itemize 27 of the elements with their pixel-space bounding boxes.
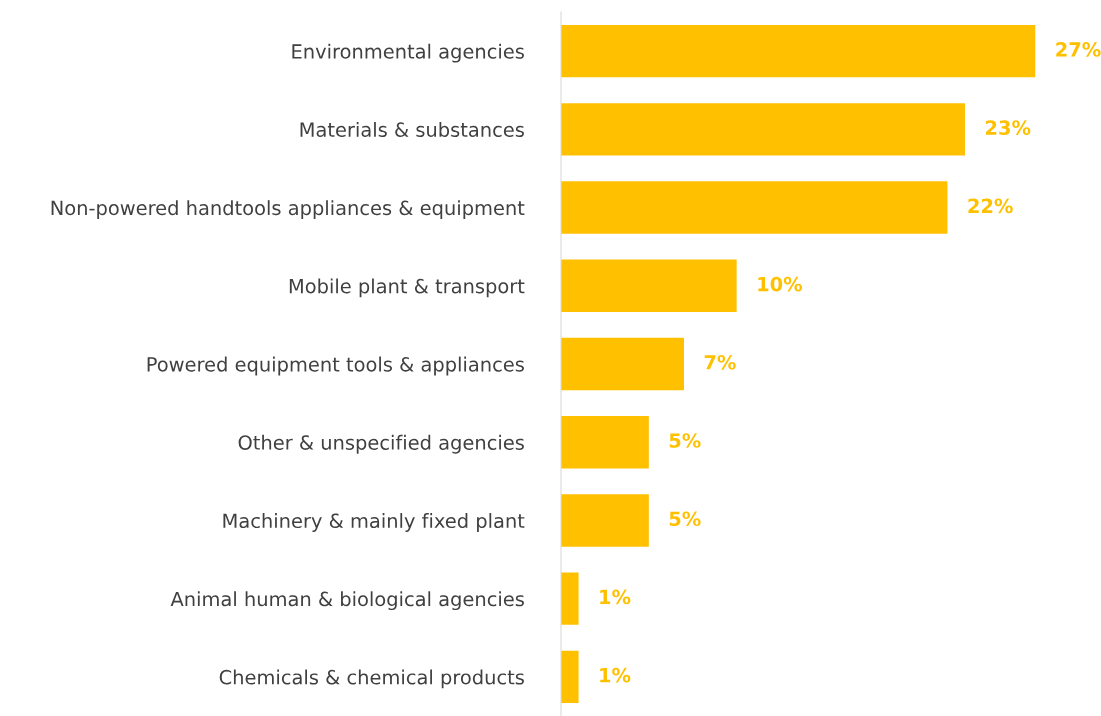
bar [561,416,649,469]
bar [561,181,948,234]
y-tick-label: Environmental agencies [292,43,524,63]
y-tick-label: Mobile plant & transport [289,278,525,298]
data-label: 23% [986,120,1031,135]
y-tick-label: Chemicals & chemical products [219,669,524,689]
bar [561,494,649,547]
bar [561,337,684,391]
y-tick-label: Animal human & biological agencies [170,591,524,611]
data-label: 5% [669,511,701,527]
data-label: 1% [600,589,631,605]
y-tick-label: Non-powered handtools appliances & equipment [51,200,525,219]
y-tick-label: Materials & substances [300,121,524,137]
data-label: 27% [1056,42,1101,57]
data-label: 10% [758,276,803,292]
bar [561,572,579,625]
data-label: 5% [669,433,701,448]
bar [561,103,966,156]
bar [561,24,1036,78]
data-label: 7% [704,354,736,370]
bar [561,259,737,312]
bar [561,650,579,704]
data-label: 22% [968,198,1013,214]
data-label: 1% [600,667,631,683]
y-tick-label: Powered equipment tools & appliances [147,356,524,376]
y-tick-label: Machinery & mainly fixed plant [223,513,525,532]
y-tick-label: Other & unspecified agencies [238,434,524,454]
